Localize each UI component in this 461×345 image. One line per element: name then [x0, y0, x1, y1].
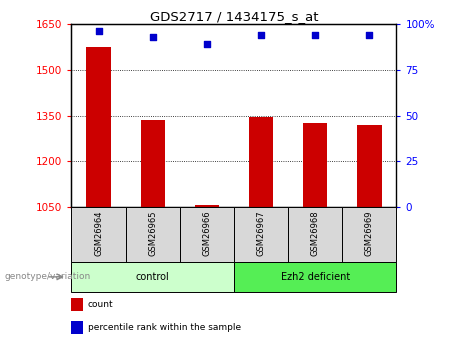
Text: GSM26964: GSM26964 [94, 211, 103, 256]
Bar [342, 207, 396, 262]
Text: percentile rank within the sample: percentile rank within the sample [88, 323, 241, 332]
Bar [125, 207, 180, 262]
Bar [71, 262, 234, 292]
Point [203, 41, 211, 47]
Point [366, 32, 373, 38]
Bar [288, 207, 342, 262]
Text: control: control [136, 272, 170, 282]
Text: GSM26967: GSM26967 [256, 211, 266, 256]
Bar [71, 207, 125, 262]
Bar [234, 262, 396, 292]
Bar [71, 298, 83, 311]
Text: genotype/variation: genotype/variation [5, 272, 91, 282]
Bar [141, 120, 165, 207]
Bar [86, 47, 111, 207]
Bar [303, 123, 327, 207]
Bar [357, 125, 382, 207]
Text: GSM26965: GSM26965 [148, 211, 157, 256]
Bar [195, 205, 219, 207]
Bar [249, 117, 273, 207]
Title: GDS2717 / 1434175_s_at: GDS2717 / 1434175_s_at [150, 10, 318, 23]
Text: GSM26966: GSM26966 [202, 211, 212, 256]
Point [149, 34, 156, 40]
Point [95, 29, 102, 34]
Bar [180, 207, 234, 262]
Text: Ezh2 deficient: Ezh2 deficient [281, 272, 350, 282]
Bar [234, 207, 288, 262]
Bar [71, 321, 83, 334]
Text: count: count [88, 300, 113, 309]
Point [312, 32, 319, 38]
Text: GSM26968: GSM26968 [311, 211, 320, 256]
Point [257, 32, 265, 38]
Text: GSM26969: GSM26969 [365, 211, 374, 256]
